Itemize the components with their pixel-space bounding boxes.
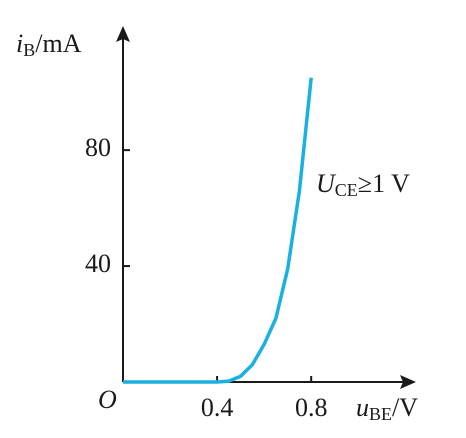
annotation-sub: CE [335,180,358,200]
x-tick-label: 0.4 [201,393,234,422]
x-tick-label: 0.8 [295,393,328,422]
x-axis-label: uBE/V [356,393,418,424]
x-axis-arrow [400,375,416,389]
annotation: UCE≥1 V [316,169,410,200]
annotation-var: U [316,169,337,198]
y-tick-label: 80 [85,133,111,162]
y-tick-label: 40 [85,249,111,278]
y-label-var: i [16,29,23,58]
origin-label: O [98,385,117,414]
annotation-rest: ≥1 V [358,169,410,198]
y-label-sub: B [23,40,35,60]
curve [123,77,313,384]
x-label-unit: /V [392,393,418,422]
x-label-var: u [356,393,369,422]
y-label-unit: /mA [35,29,81,58]
y-axis-label: iB/mA [16,29,82,60]
y-axis-arrow [116,26,130,42]
x-label-sub: BE [369,404,392,424]
